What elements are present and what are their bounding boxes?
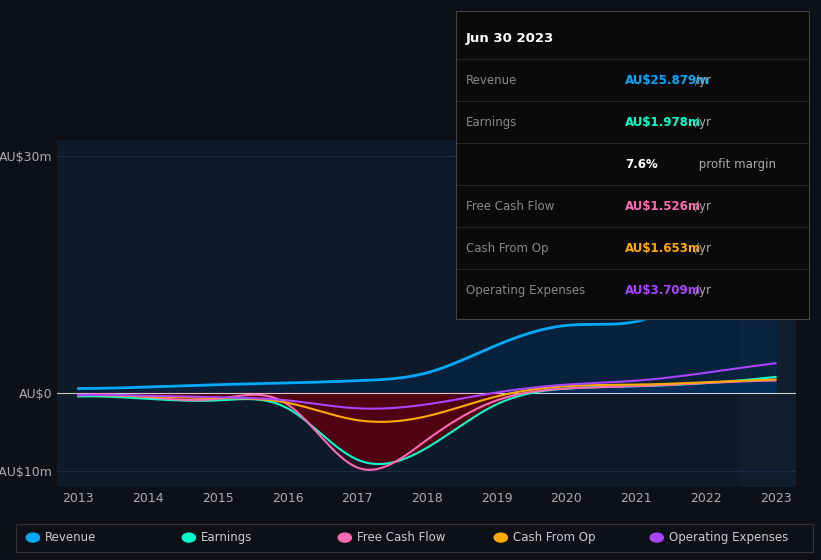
Text: AU$1.978m: AU$1.978m: [625, 116, 701, 129]
Text: /yr: /yr: [695, 242, 711, 255]
Text: Operating Expenses: Operating Expenses: [669, 531, 788, 544]
Text: Free Cash Flow: Free Cash Flow: [357, 531, 446, 544]
Text: AU$1.653m: AU$1.653m: [625, 242, 701, 255]
Text: AU$3.709m: AU$3.709m: [625, 284, 701, 297]
Text: /yr: /yr: [695, 116, 711, 129]
Text: Earnings: Earnings: [201, 531, 253, 544]
Text: profit margin: profit margin: [695, 158, 776, 171]
Text: Jun 30 2023: Jun 30 2023: [466, 32, 553, 45]
Text: /yr: /yr: [695, 284, 711, 297]
Text: Operating Expenses: Operating Expenses: [466, 284, 585, 297]
Text: /yr: /yr: [695, 200, 711, 213]
Text: Cash From Op: Cash From Op: [466, 242, 548, 255]
Text: AU$25.879m: AU$25.879m: [625, 74, 709, 87]
Text: Revenue: Revenue: [466, 74, 517, 87]
Text: 7.6%: 7.6%: [625, 158, 658, 171]
Text: AU$1.526m: AU$1.526m: [625, 200, 701, 213]
Text: Cash From Op: Cash From Op: [513, 531, 595, 544]
Text: Revenue: Revenue: [45, 531, 97, 544]
Text: Earnings: Earnings: [466, 116, 517, 129]
Bar: [741, 140, 796, 487]
Text: /yr: /yr: [695, 74, 711, 87]
Text: Free Cash Flow: Free Cash Flow: [466, 200, 554, 213]
